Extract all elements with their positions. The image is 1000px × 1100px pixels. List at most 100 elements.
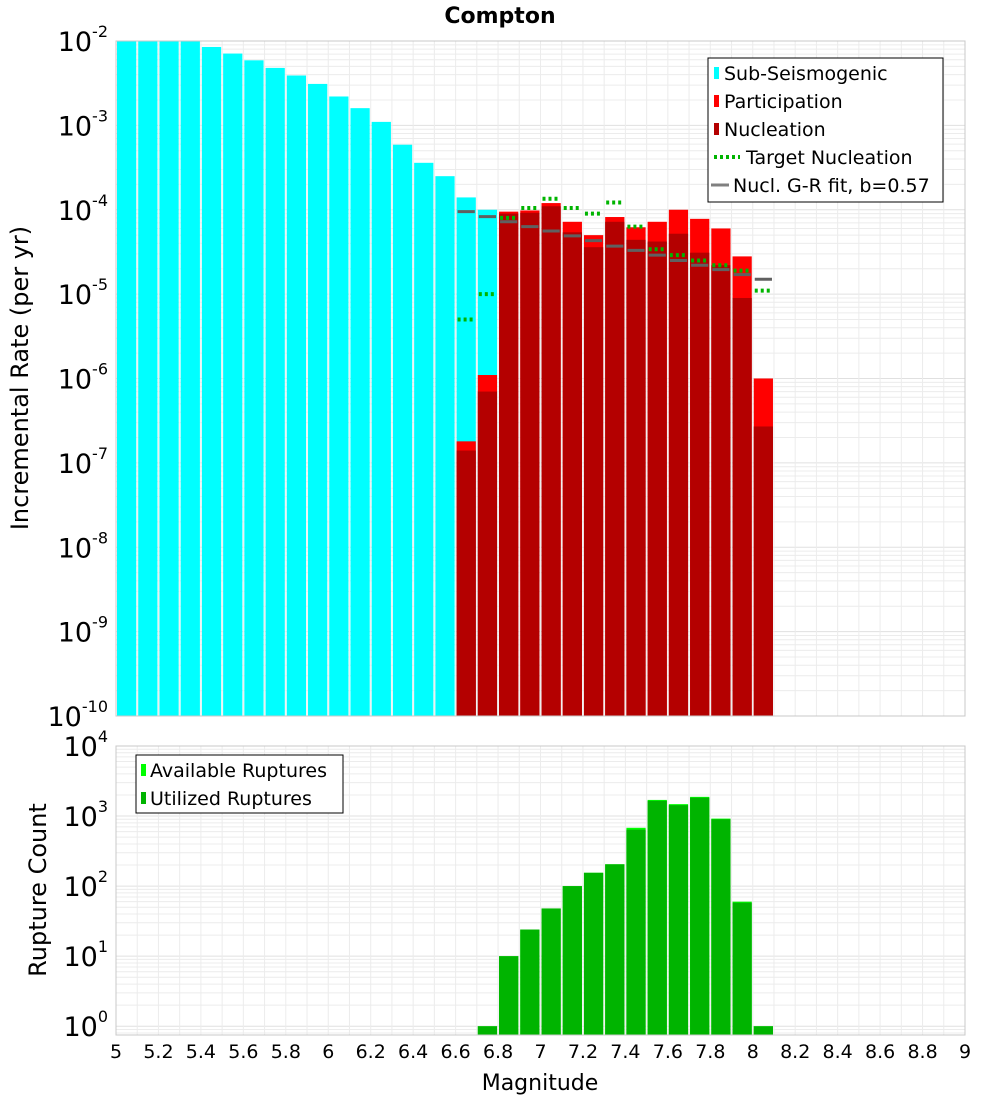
x-tick-label: 7 (534, 1041, 546, 1063)
top-y-tick-label: 10-10 (48, 697, 109, 733)
sub-seismogenic-bar (329, 96, 349, 716)
x-tick-label: 6 (322, 1041, 334, 1063)
sub-seismogenic-bar (265, 67, 285, 717)
bottom-y-tick-exponent: 0 (98, 1007, 108, 1026)
incremental-rate-panel: 10-210-310-410-510-610-710-810-910-10Sub… (48, 22, 966, 733)
bottom-y-tick-base: 10 (63, 732, 97, 763)
sub-seismogenic-bar (138, 41, 158, 716)
top-y-tick-exponent: -7 (92, 444, 108, 463)
bottom-y-tick-label: 100 (63, 1007, 108, 1043)
x-tick-label: 6.2 (356, 1041, 386, 1063)
utilized-ruptures-bar (583, 872, 604, 1035)
utilized-ruptures-bar (605, 864, 625, 1035)
utilized-ruptures-bar (626, 829, 646, 1035)
x-tick-label: 7.4 (610, 1041, 640, 1063)
sub-seismogenic-bar (414, 162, 434, 716)
sub-seismogenic-bar (244, 60, 264, 717)
legend-swatch (141, 792, 146, 804)
x-tick-label: 6.6 (440, 1041, 470, 1063)
top-y-tick-label: 10-3 (58, 106, 108, 142)
bottom-y-tick-label: 102 (63, 867, 108, 903)
x-tick-label: 5 (110, 1041, 122, 1063)
bottom-y-tick-base: 10 (63, 802, 97, 833)
bottom-y-tick-exponent: 4 (98, 727, 108, 746)
x-tick-label: 7.6 (653, 1041, 683, 1063)
sub-seismogenic-bar (435, 176, 455, 716)
utilized-ruptures-bar (499, 956, 519, 1035)
top-y-tick-label: 10-8 (58, 528, 108, 564)
legend-swatch (714, 95, 719, 107)
bottom-y-tick-exponent: 3 (98, 797, 108, 816)
utilized-ruptures-bar (668, 805, 689, 1035)
top-y-tick-exponent: -6 (92, 360, 108, 379)
x-axis-label: Magnitude (482, 1071, 599, 1096)
top-y-tick-exponent: -8 (92, 528, 108, 547)
bottom-y-tick-label: 104 (63, 727, 108, 763)
x-tick-label: 8.2 (780, 1041, 810, 1063)
top-y-tick-exponent: -10 (82, 697, 108, 716)
bottom-y-tick-base: 10 (63, 942, 97, 973)
bottom-y-tick-base: 10 (63, 872, 97, 903)
top-y-tick-label: 10-2 (58, 22, 108, 58)
top-y-tick-exponent: -5 (92, 275, 108, 294)
top-y-tick-base: 10 (58, 27, 92, 58)
utilized-ruptures-bar (562, 886, 582, 1035)
utilized-ruptures-bar (520, 929, 540, 1035)
x-tick-label: 5.8 (271, 1041, 301, 1063)
top-y-tick-base: 10 (58, 618, 92, 649)
nucleation-bar (499, 213, 519, 717)
bottom-legend-box (135, 754, 344, 814)
nucleation-bar (605, 221, 625, 716)
x-tick-label: 8.8 (907, 1041, 937, 1063)
bottom-y-tick-exponent: 2 (98, 867, 108, 886)
x-tick-label: 7.8 (695, 1041, 725, 1063)
top-y-tick-label: 10-9 (58, 613, 108, 649)
legend-label: Available Ruptures (150, 760, 327, 782)
nucleation-bar (668, 233, 689, 716)
sub-seismogenic-bar (159, 41, 179, 716)
legend-swatch (141, 764, 146, 776)
top-legend: Sub-Seismogenic Participation Nucleation Ta… (707, 57, 944, 203)
utilized-ruptures-bar (690, 797, 710, 1035)
utilized-ruptures-bar (541, 908, 561, 1035)
utilized-ruptures-bar (711, 819, 731, 1035)
bottom-y-tick-exponent: 1 (98, 937, 108, 956)
nucleation-bar (583, 247, 604, 716)
bottom-y-tick-base: 10 (63, 1012, 97, 1043)
x-tick-label: 8.4 (823, 1041, 853, 1063)
legend-label: Nucl. G-R fit, b=0.57 (733, 175, 930, 197)
top-y-tick-base: 10 (58, 196, 92, 227)
top-y-tick-label: 10-5 (58, 275, 108, 311)
bottom-y-tick-label: 101 (63, 937, 108, 973)
sub-seismogenic-bar (117, 41, 137, 716)
x-tick-label: 8 (747, 1041, 759, 1063)
legend-swatch (714, 67, 719, 79)
utilized-ruptures-bar (477, 1026, 498, 1035)
chart-title: Compton (444, 4, 555, 29)
legend-label: Utilized Ruptures (150, 788, 312, 810)
nucleation-bar (541, 206, 561, 716)
sub-seismogenic-bar (286, 75, 307, 717)
x-tick-label: 9 (959, 1041, 971, 1063)
top-y-tick-exponent: -4 (92, 191, 108, 210)
x-tick-label: 8.6 (865, 1041, 895, 1063)
top-y-tick-label: 10-4 (58, 191, 108, 227)
nucleation-bar (690, 252, 710, 716)
utilized-ruptures-bar (753, 1026, 773, 1035)
top-legend-box (707, 57, 944, 203)
bottom-legend: Available Ruptures Utilized Ruptures (135, 754, 344, 814)
sub-seismogenic-bar (371, 121, 391, 716)
bottom-plot-frame (115, 745, 966, 1036)
bottom-y-tick-label: 103 (63, 797, 108, 833)
x-tick-label: 5.6 (228, 1041, 258, 1063)
nucleation-bar (647, 241, 667, 717)
nucleation-bar (477, 391, 498, 716)
bottom-gridlines (115, 746, 966, 1035)
top-y-tick-label: 10-7 (58, 444, 108, 480)
legend-label: Sub-Seismogenic (724, 63, 888, 85)
nucleation-bar (711, 265, 731, 716)
utilized-ruptures-bar (647, 800, 667, 1035)
top-y-tick-base: 10 (58, 533, 92, 564)
